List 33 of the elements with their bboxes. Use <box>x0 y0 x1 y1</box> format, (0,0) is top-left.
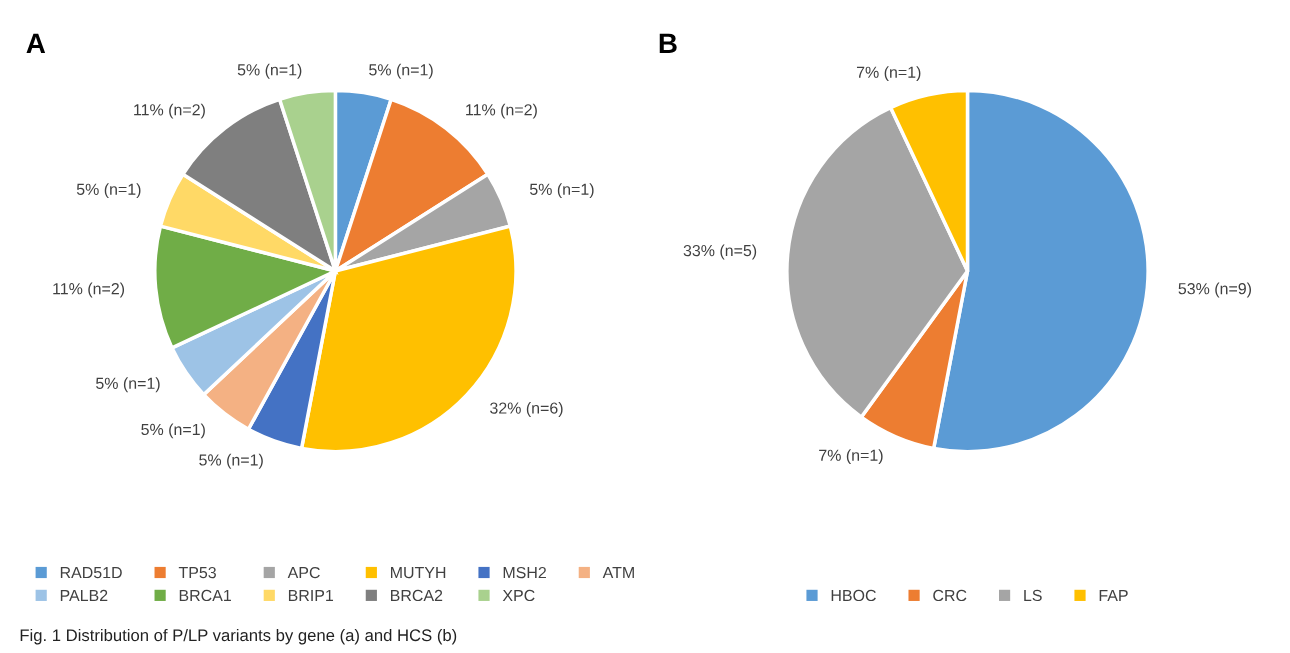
legend-label: BRCA1 <box>179 589 231 602</box>
data-label: 5% (n=1) <box>529 183 594 199</box>
data-label: 5% (n=1) <box>369 63 433 79</box>
legend-label: TP53 <box>178 566 216 579</box>
data-label: 53% (n=9) <box>1178 282 1252 298</box>
legend-label: FAP <box>1099 589 1128 601</box>
legend-label: ATM <box>602 567 634 579</box>
data-label: 7% (n=1) <box>856 66 921 82</box>
legend-label: APC <box>287 566 320 579</box>
legend-label: LS <box>1024 589 1042 602</box>
data-label: 5% (n=1) <box>76 183 141 199</box>
data-label: 11% (n=2) <box>466 103 537 119</box>
legend-label: HBOC <box>831 589 876 602</box>
data-label: 5% (n=1) <box>237 63 302 79</box>
legend-label: BRCA2 <box>391 589 443 602</box>
data-label: 32% (n=6) <box>490 402 563 417</box>
legend-label: MSH2 <box>503 566 546 579</box>
legend-label: XPC <box>502 589 535 602</box>
legend-label: PALB2 <box>60 589 108 601</box>
data-label: 5% (n=1) <box>199 453 263 469</box>
legend-label: MUTYH <box>391 567 446 579</box>
data-label: 7% (n=1) <box>819 449 883 465</box>
legend-label: RAD51D <box>60 567 122 579</box>
legend-label: BRIP1 <box>288 589 334 601</box>
data-label: 11% (n=2) <box>53 282 125 298</box>
data-label: 5% (n=1) <box>141 423 205 439</box>
data-label: 11% (n=2) <box>134 103 205 119</box>
chart-title: A <box>26 33 46 53</box>
chart-title: B <box>659 33 677 53</box>
caption: Fig. 1 Distribution of P/LP variants by gene (a) and HCS (b) <box>20 628 457 645</box>
data-label: 5% (n=1) <box>96 377 160 393</box>
data-label: 33% (n=5) <box>683 244 757 260</box>
legend-label: CRC <box>933 589 967 602</box>
